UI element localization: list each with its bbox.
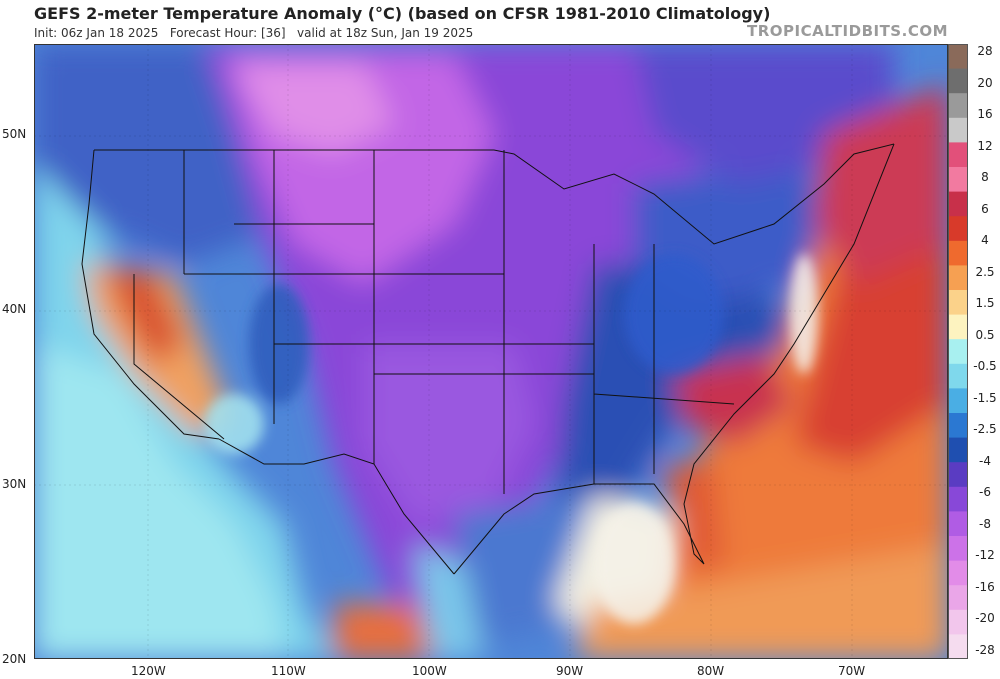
- southern-plains-violet: [364, 344, 534, 524]
- colorbar-label: 28: [977, 44, 993, 58]
- colorbar-label: -12: [975, 548, 995, 563]
- lon-label-100w: 100W: [412, 664, 447, 678]
- colorbar-swatch: [948, 68, 968, 94]
- pacific-cyan-region: [34, 344, 284, 659]
- lat-label-30n: 30N: [2, 477, 27, 491]
- arizona-cool-core: [204, 394, 264, 454]
- canada-pink-region: [234, 64, 394, 154]
- colorbar-label: -1.5: [973, 390, 997, 405]
- colorbar-swatch: [948, 290, 968, 316]
- colorbar-swatch: [948, 560, 968, 586]
- east-coast: [453, 143, 895, 575]
- interior-borders: [133, 150, 735, 494]
- colorbar-swatch: [948, 486, 968, 512]
- colorbar-swatch: [948, 216, 968, 242]
- appalachian-blue-core: [624, 254, 724, 374]
- colorbar-swatch: [948, 437, 968, 463]
- colorbar-swatch: [948, 585, 968, 611]
- caribbean-warm-region: [574, 544, 948, 659]
- lon-label-90w: 90W: [556, 664, 584, 678]
- colorbar-label: 12: [977, 138, 993, 153]
- colorbar-swatch: [948, 462, 968, 488]
- colorbar-swatch: [948, 44, 968, 70]
- state-boundaries: [81, 143, 895, 575]
- colorbar-label: -8: [979, 516, 991, 531]
- florida-warm-region: [664, 464, 724, 574]
- colorbar-swatch: [948, 142, 968, 168]
- colorbar-swatch: [948, 240, 968, 266]
- colorbar-swatch: [948, 634, 968, 660]
- us-canada-border: [94, 143, 895, 245]
- map-title: GEFS 2-meter Temperature Anomaly (°C) (b…: [34, 4, 771, 23]
- colorbar-swatch: [948, 265, 968, 291]
- colorbar-label: -0.5: [973, 359, 997, 374]
- colorbar-label: 0.5: [975, 327, 995, 342]
- temperature-anomaly-map: [34, 44, 948, 659]
- lon-label-120w: 120W: [131, 664, 166, 678]
- init-time: Init: 06z Jan 18 2025: [34, 26, 159, 40]
- colorbar-swatches: [948, 44, 968, 660]
- colorbar-label: -2.5: [973, 422, 997, 437]
- colorbar-swatch: [948, 413, 968, 439]
- colorbar-label: -20: [975, 611, 995, 626]
- anomaly-colorbar: [948, 44, 968, 663]
- forecast-hour: Forecast Hour: [36]: [169, 26, 286, 40]
- colorbar-swatch: [948, 314, 968, 340]
- lat-label-50n: 50N: [2, 127, 27, 141]
- forecast-info: Init: 06z Jan 18 2025 Forecast Hour: [36…: [34, 26, 473, 40]
- colorbar-swatch: [948, 167, 968, 193]
- lon-label-110w: 110W: [271, 664, 306, 678]
- colorbar-label: -16: [975, 579, 995, 594]
- source-watermark: TROPICALTIDBITS.COM: [747, 22, 948, 40]
- colorbar-label: 6: [981, 201, 989, 216]
- colorbar-label: 8: [981, 170, 989, 185]
- colorbar-swatch: [948, 363, 968, 389]
- lat-label-20n: 20N: [2, 652, 27, 666]
- lon-label-70w: 70W: [838, 664, 866, 678]
- colorbar-swatch: [948, 536, 968, 562]
- colorbar-label: -6: [979, 485, 991, 500]
- east-coast-neutral-band: [790, 254, 818, 374]
- colorbar-swatch: [948, 609, 968, 635]
- colorbar-swatch: [948, 511, 968, 537]
- colorbar-swatch: [948, 339, 968, 365]
- graticule: [34, 44, 948, 659]
- lon-label-80w: 80W: [697, 664, 725, 678]
- colorbar-swatch: [948, 117, 968, 143]
- mexico-cool-strip: [414, 544, 484, 659]
- colorbar-label: 2.5: [975, 264, 995, 279]
- lat-label-40n: 40N: [2, 302, 27, 316]
- us-mexico-border: [218, 438, 455, 575]
- colorbar-label: 16: [977, 107, 993, 122]
- mexico-warm-region: [334, 604, 434, 659]
- new-england-hot-region: [814, 84, 948, 284]
- east-deep-cold-region: [554, 264, 794, 514]
- valid-time: valid at 18z Sun, Jan 19 2025: [297, 26, 474, 40]
- colorbar-label: 20: [977, 75, 993, 90]
- colorbar-label: 1.5: [975, 296, 995, 311]
- colorbar-label: -4: [979, 453, 991, 468]
- colorbar-swatch: [948, 388, 968, 414]
- colorbar-swatch: [948, 191, 968, 217]
- colorbar-label: 4: [981, 233, 989, 248]
- nevada-hot-region: [104, 264, 184, 364]
- colorbar-swatch: [948, 93, 968, 119]
- colorbar-label: -28: [975, 643, 995, 657]
- west-coast: [81, 149, 220, 440]
- carolina-hot-region: [674, 354, 794, 444]
- florida-west-neutral: [594, 504, 674, 624]
